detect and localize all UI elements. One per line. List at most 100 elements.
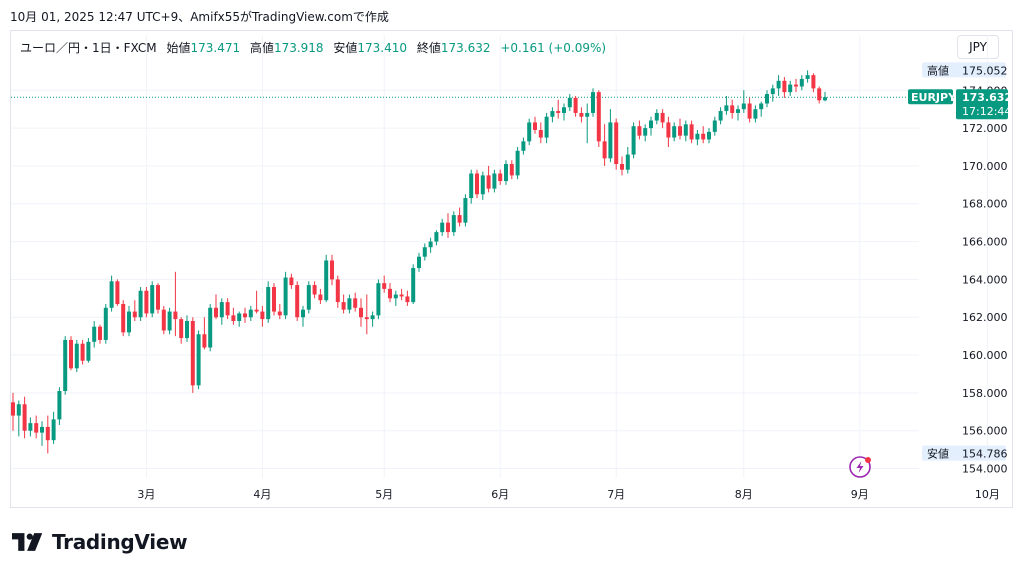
candle [109, 275, 114, 312]
candle-body [596, 92, 601, 142]
candle [417, 252, 421, 272]
candle [225, 298, 230, 320]
candle-body [654, 112, 659, 121]
candle-body [608, 122, 613, 159]
candle [150, 281, 155, 318]
candle-body [741, 103, 746, 110]
candle-body [515, 150, 520, 176]
candle [28, 417, 33, 437]
ohlc-legend: ユーロ／円・1日・FXCM 始値173.471 高値173.918 安値173.… [20, 39, 606, 56]
candle-body [196, 334, 201, 386]
candle-body [359, 307, 363, 318]
candle-body [214, 307, 218, 318]
candle [811, 73, 816, 93]
candle-body [463, 198, 468, 223]
lightning-icon[interactable] [849, 456, 871, 478]
candle [428, 237, 433, 253]
candle-body [173, 311, 178, 320]
candle [254, 290, 259, 314]
candle-body [480, 175, 485, 195]
candle-body [138, 290, 143, 318]
candle [591, 88, 595, 117]
candle [527, 118, 532, 146]
candle-body [34, 423, 39, 433]
candle [161, 305, 166, 335]
candle [753, 105, 758, 123]
candle-body [295, 285, 300, 318]
candle-body [51, 419, 56, 441]
candle-body [103, 307, 108, 340]
candle [602, 124, 607, 166]
candle [283, 271, 288, 320]
high-tag-label: 高値 [927, 63, 949, 77]
candle [92, 321, 97, 348]
candle-body [254, 309, 259, 312]
candle-body [22, 404, 27, 431]
candle [57, 387, 62, 426]
candle [370, 311, 375, 327]
candle-body [40, 426, 44, 433]
price-tick-label: 162.000 [962, 311, 1008, 324]
legend-open-value: 173.471 [190, 41, 241, 55]
candle [823, 91, 827, 102]
candle-body [376, 283, 381, 316]
time-tick-label: 7月 [607, 488, 625, 501]
candle [434, 230, 439, 246]
candle-body [498, 173, 503, 182]
candle [208, 303, 213, 352]
candle [788, 80, 793, 96]
candle-body [730, 105, 735, 113]
candle-body [318, 294, 323, 301]
candle [637, 120, 642, 140]
symbol-tag: EURJPY [908, 89, 957, 105]
candle [707, 128, 711, 144]
candle-body [335, 279, 340, 303]
candle-body [161, 309, 166, 331]
price-tick-label: 154.000 [962, 463, 1008, 476]
candle [318, 288, 323, 304]
candle-body [150, 285, 155, 314]
candle-body [92, 326, 97, 342]
candle-body [718, 111, 723, 121]
candle-body [306, 285, 311, 310]
candle [266, 281, 271, 323]
candle [538, 122, 543, 144]
tradingview-logo[interactable]: TradingView [12, 530, 188, 554]
candle [614, 118, 619, 170]
candle [683, 120, 688, 142]
chart-caption: 10月 01, 2025 12:47 UTC+9、Amifx55がTrading… [10, 10, 389, 24]
candle-body [788, 84, 793, 93]
time-tick-label: 3月 [137, 488, 155, 501]
candle [649, 116, 653, 136]
chart-frame[interactable] [10, 30, 1013, 508]
candle-body [341, 302, 346, 310]
price-tick-label: 172.000 [962, 122, 1008, 135]
candle-body [707, 131, 711, 140]
candle [585, 103, 590, 144]
candle [324, 254, 329, 303]
candle [179, 317, 184, 344]
candle-body [544, 116, 549, 138]
candle-body [585, 112, 590, 117]
candle [765, 90, 769, 108]
candle-body [683, 124, 688, 136]
candle [132, 300, 137, 322]
candle [776, 75, 781, 96]
tradingview-logo-text: TradingView [52, 530, 188, 554]
candle-body [109, 281, 114, 308]
currency-button[interactable]: JPY [957, 35, 999, 59]
candle-body [364, 317, 369, 320]
price-tick-label: 166.000 [962, 236, 1008, 249]
candle [405, 290, 410, 306]
candle [556, 99, 561, 119]
candle [759, 101, 764, 117]
candle-body [208, 307, 213, 348]
candle-body [567, 97, 572, 108]
last-price-tag: 173.632 17:12:44 [956, 89, 1012, 120]
price-tick-label: 160.000 [962, 349, 1008, 362]
high-tag-value: 175.052 [962, 64, 1008, 77]
candle-body [330, 260, 334, 280]
candle-body [57, 390, 62, 420]
candle [654, 109, 659, 125]
